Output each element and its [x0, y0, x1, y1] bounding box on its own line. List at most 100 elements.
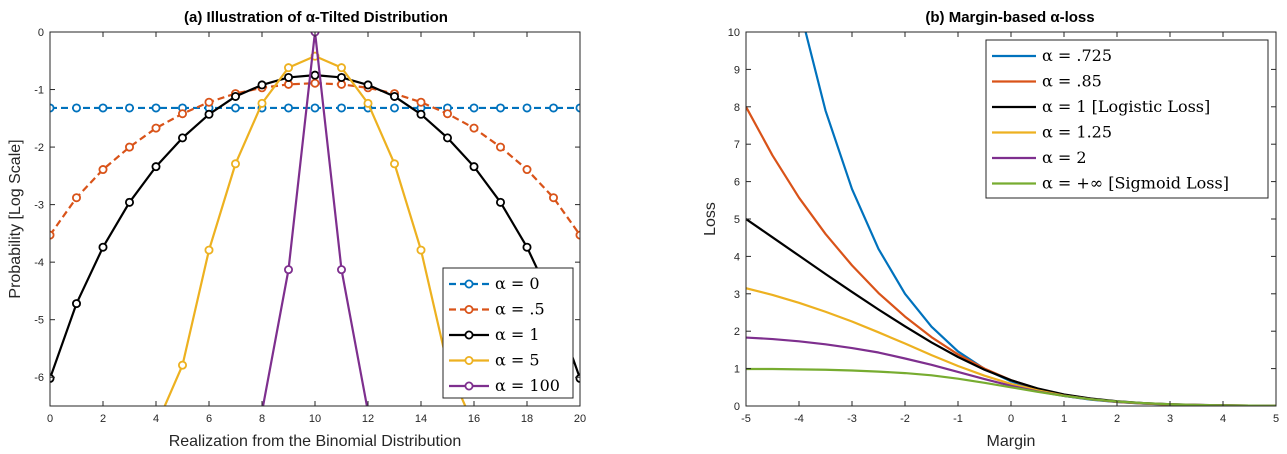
chart-a-ytick-label: 0	[38, 27, 44, 39]
chart-a-ytick-label: -6	[34, 372, 44, 384]
chart-b-ytick-label: 5	[734, 214, 740, 226]
chart-a-xtick-label: 18	[521, 413, 533, 425]
chart-b-legend-label: α = +∞ [Sigmoid Loss]	[1042, 174, 1229, 193]
chart-b-legend-label: α = 2	[1042, 148, 1087, 167]
chart-a-xtick-label: 4	[153, 413, 159, 425]
chart-b-legend-box	[985, 39, 1269, 199]
chart-a-legend-marker	[464, 381, 474, 391]
chart-b-legend-entry: α = .725	[992, 46, 1112, 65]
chart-b-xtick-label: -2	[900, 413, 910, 425]
chart-a-ytick-label: -2	[34, 142, 44, 154]
chart-b-legend-entry: α = 1 [Logistic Loss]	[992, 97, 1210, 116]
chart-a-ytick-label: -5	[34, 315, 44, 327]
chart-b-legend-label: α = 1.25	[1042, 123, 1112, 142]
chart-a-series-1	[50, 78, 580, 240]
chart-a-point	[283, 63, 293, 73]
chart-a-point	[469, 103, 479, 113]
chart-a-point	[151, 123, 161, 133]
chart-a-series-layer	[50, 32, 580, 406]
chart-a-point	[151, 162, 161, 172]
chart-a-ylabel: Probability [Log Scale]	[7, 139, 24, 298]
chart-a-point	[363, 98, 373, 108]
chart-a-legend-label: α = .5	[495, 300, 545, 319]
chart-a-xtick-label: 20	[574, 413, 586, 425]
chart-b-xtick-label: -4	[794, 413, 804, 425]
chart-a-legend-marker	[464, 304, 474, 314]
chart-b-xtick-label: -5	[741, 413, 751, 425]
chart-a-point	[522, 165, 532, 175]
chart-a-legend-label: α = 1	[495, 325, 540, 344]
chart-b-xtick-label: -1	[953, 413, 963, 425]
chart-b-xtick-label: 3	[1167, 413, 1173, 425]
chart-a-legend-label: α = 100	[495, 376, 560, 395]
chart-a-point	[442, 133, 452, 143]
chart-b-ytick-label: 2	[734, 326, 740, 338]
chart-b-ticks: -5 -4 -3 -2 -1 0 1 2 3 4 5 0 1 2 3 4 5 6 7 8 9 10	[728, 27, 1279, 425]
chart-a-legend-entry: α = 5	[449, 351, 540, 370]
chart-b-legend-entry: α = +∞ [Sigmoid Loss]	[992, 174, 1229, 193]
chart-b-ytick-label: 1	[734, 364, 740, 376]
chart-a-legend-entry: α = 1	[449, 325, 540, 344]
chart-b-ytick-label: 0	[734, 401, 740, 413]
chart-a-point	[125, 197, 135, 207]
chart-a-point	[177, 360, 187, 370]
chart-b-legend-entry: α = .85	[992, 72, 1102, 91]
chart-b-xtick-label: -3	[847, 413, 857, 425]
chart-a-point	[257, 80, 267, 90]
chart-b-ytick-label: 6	[734, 177, 740, 189]
chart-a-xtick-label: 2	[100, 413, 106, 425]
chart-a-point	[125, 103, 135, 113]
chart-a-point	[575, 373, 580, 383]
chart-a-point	[72, 299, 82, 309]
chart-b-xtick-label: 5	[1273, 413, 1279, 425]
chart-a-ytick-label: -3	[34, 200, 44, 212]
chart-a-point	[522, 242, 532, 252]
chart-a-point	[416, 97, 426, 107]
chart-a-point	[389, 103, 399, 113]
chart-a-legend-entry: α = 100	[449, 376, 560, 395]
chart-a-ytick-label: -4	[34, 257, 44, 269]
chart-a-point	[495, 103, 505, 113]
chart-a-point	[416, 245, 426, 255]
chart-a-point	[442, 109, 452, 119]
chart-a-point	[204, 245, 214, 255]
chart-a-point	[310, 103, 320, 113]
chart-a-point	[283, 72, 293, 82]
chart-a-point	[469, 162, 479, 172]
chart-a-ytick-label: -1	[34, 85, 44, 97]
chart-b-legend: α = .725 α = .85 α = 1 [Logistic Loss] α = …	[985, 39, 1269, 199]
chart-b-ylabel: Loss	[702, 202, 719, 236]
chart-a-point	[98, 242, 108, 252]
chart-a-xtick-label: 16	[468, 413, 480, 425]
chart-b-line-5	[746, 367, 1276, 406]
chart-a-point	[549, 103, 559, 113]
chart-a-title: (a) Illustration of α-Tilted Distributio…	[184, 9, 448, 26]
chart-a-point	[575, 230, 580, 240]
chart-a-point	[495, 197, 505, 207]
chart-b-legend-label: α = .725	[1042, 46, 1112, 65]
chart-a-point	[257, 98, 267, 108]
chart-a-point	[336, 72, 346, 82]
chart-a-point	[283, 265, 293, 275]
chart-a-legend-marker	[464, 355, 474, 365]
chart-b-xtick-label: 4	[1220, 413, 1226, 425]
chart-a-legend-label: α = 0	[495, 274, 540, 293]
chart-a-legend-marker	[464, 279, 474, 289]
chart-a-legend-label: α = 5	[495, 351, 540, 370]
chart-a-point	[72, 103, 82, 113]
chart-a-point	[230, 159, 240, 169]
chart-a-xtick-label: 8	[259, 413, 265, 425]
chart-a-xlabel: Realization from the Binomial Distributi…	[169, 433, 462, 450]
chart-a-xtick-label: 10	[309, 413, 321, 425]
chart-a-series-2	[50, 70, 580, 383]
chart-a: (a) Illustration of α-Tilted Distributio…	[7, 9, 586, 450]
chart-b-title: (b) Margin-based α-loss	[925, 9, 1094, 26]
chart-a-point	[283, 103, 293, 113]
chart-a-point	[310, 70, 320, 80]
chart-a-point	[98, 103, 108, 113]
chart-a-xtick-label: 0	[47, 413, 53, 425]
chart-b-xtick-label: 0	[1008, 413, 1014, 425]
chart-b-ytick-label: 7	[734, 139, 740, 151]
chart-a-point	[336, 265, 346, 275]
chart-a-xtick-label: 12	[362, 413, 374, 425]
